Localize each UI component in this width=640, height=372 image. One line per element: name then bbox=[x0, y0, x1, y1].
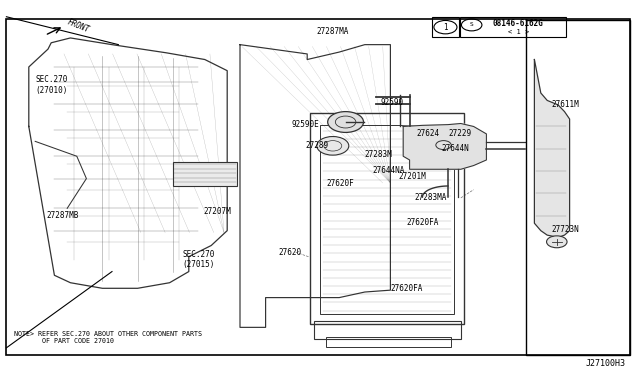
Bar bbox=[326, 337, 451, 347]
Text: 27201M: 27201M bbox=[398, 172, 426, 181]
Text: 27283MA: 27283MA bbox=[415, 193, 447, 202]
Polygon shape bbox=[534, 60, 570, 237]
Text: S: S bbox=[470, 22, 474, 28]
Text: 27624: 27624 bbox=[416, 129, 439, 138]
Text: 27287MB: 27287MB bbox=[46, 211, 79, 219]
Text: 27287MA: 27287MA bbox=[317, 27, 349, 36]
Circle shape bbox=[328, 112, 364, 132]
Text: SEC.270
(27010): SEC.270 (27010) bbox=[35, 75, 68, 94]
Text: 27620F: 27620F bbox=[326, 179, 354, 187]
Bar bbox=[314, 321, 461, 339]
Text: 27229: 27229 bbox=[448, 129, 471, 138]
Text: 27644N: 27644N bbox=[442, 144, 469, 153]
Text: J27100H3: J27100H3 bbox=[586, 359, 626, 368]
Text: 27207M: 27207M bbox=[204, 207, 231, 216]
Text: 08146-6162G: 08146-6162G bbox=[493, 19, 544, 28]
Text: 27723N: 27723N bbox=[552, 225, 579, 234]
Text: 27283M: 27283M bbox=[365, 150, 392, 159]
Text: < 1 >: < 1 > bbox=[508, 29, 529, 35]
Text: NOTE> REFER SEC.270 ABOUT OTHER COMPONENT PARTS
       OF PART CODE 27010: NOTE> REFER SEC.270 ABOUT OTHER COMPONEN… bbox=[14, 331, 202, 344]
Bar bbox=[173, 162, 237, 186]
Circle shape bbox=[317, 137, 349, 155]
Text: 27611M: 27611M bbox=[552, 100, 579, 109]
Text: 27644NA: 27644NA bbox=[372, 166, 405, 175]
Text: 27620: 27620 bbox=[278, 248, 301, 257]
Text: 27289: 27289 bbox=[306, 141, 329, 150]
Bar bbox=[526, 20, 630, 355]
Bar bbox=[432, 17, 459, 37]
Bar bbox=[310, 113, 464, 324]
Text: 92590E: 92590E bbox=[291, 120, 319, 129]
Text: 1: 1 bbox=[443, 23, 448, 32]
Bar bbox=[320, 125, 454, 314]
Circle shape bbox=[547, 236, 567, 248]
Polygon shape bbox=[403, 124, 486, 169]
Text: FRONT: FRONT bbox=[66, 18, 91, 35]
Bar bbox=[460, 17, 566, 37]
Text: 92590: 92590 bbox=[381, 98, 404, 107]
Text: SEC.270
(27015): SEC.270 (27015) bbox=[182, 250, 215, 269]
Text: 27620FA: 27620FA bbox=[390, 284, 423, 293]
Text: 27620FA: 27620FA bbox=[406, 218, 439, 227]
